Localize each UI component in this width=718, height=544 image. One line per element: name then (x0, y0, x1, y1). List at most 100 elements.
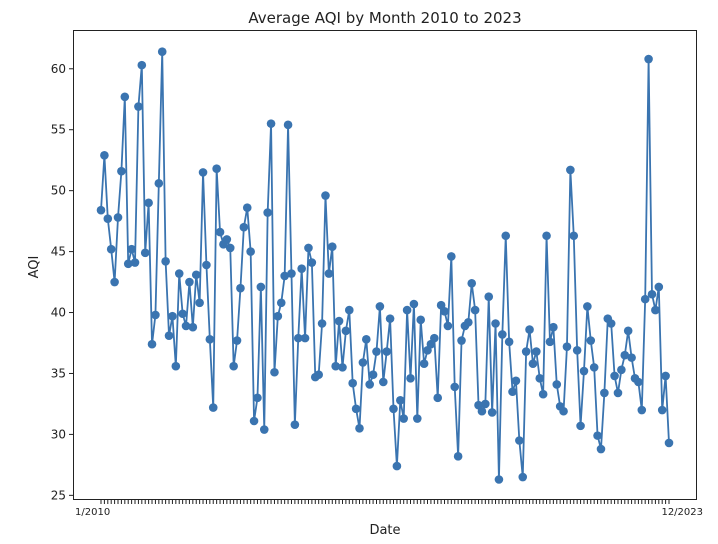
data-point (579, 366, 589, 376)
data-point (249, 416, 259, 426)
data-point (644, 54, 653, 64)
data-point (290, 420, 300, 429)
data-point (259, 425, 269, 434)
data-point (212, 164, 221, 174)
data-point (253, 393, 262, 403)
data-point (654, 282, 664, 292)
series-line (100, 51, 670, 480)
x-axis-label: Date (369, 523, 400, 538)
data-point (457, 336, 466, 345)
data-point (389, 404, 398, 414)
data-point (287, 269, 296, 278)
data-point (494, 475, 504, 484)
data-point (617, 365, 626, 375)
y-tick-label: 30 (51, 427, 66, 441)
data-point (127, 244, 136, 254)
data-point (280, 271, 289, 281)
data-point (433, 393, 443, 403)
data-point (202, 260, 211, 270)
data-point (151, 310, 160, 320)
data-point (232, 336, 242, 345)
data-point (464, 317, 473, 327)
data-point (583, 302, 592, 311)
data-point (651, 305, 660, 315)
data-point (338, 363, 347, 372)
data-point (532, 347, 541, 356)
data-point (355, 424, 364, 433)
data-point (222, 235, 232, 244)
data-point (600, 388, 609, 398)
y-tick-label: 25 (51, 488, 66, 502)
data-point (484, 292, 494, 301)
data-point (661, 371, 670, 381)
data-point (559, 406, 568, 416)
data-point (185, 277, 194, 287)
data-point (178, 309, 187, 319)
x-tick-label-last: 12/2023 (661, 507, 703, 518)
data-point (195, 298, 204, 308)
data-point (491, 319, 500, 328)
data-point (586, 336, 596, 345)
x-axis-tick-labels: 1/2010 12/2023 (75, 507, 703, 518)
data-point (508, 387, 517, 397)
data-point (576, 421, 585, 431)
data-point (535, 374, 545, 383)
data-point (327, 242, 337, 252)
data-point (542, 231, 551, 241)
y-tick-label: 50 (51, 184, 66, 198)
data-point (144, 198, 153, 208)
data-point (368, 370, 378, 379)
data-point (593, 431, 602, 440)
data-point (515, 436, 524, 445)
data-point (627, 353, 636, 362)
data-point (379, 377, 388, 387)
data-point (266, 119, 276, 128)
y-tick-label: 60 (51, 62, 66, 76)
plot-frame (73, 30, 697, 500)
data-point (525, 325, 534, 334)
data-point (396, 395, 405, 405)
data-point (562, 342, 572, 351)
data-point (96, 205, 106, 215)
data-point (239, 222, 249, 232)
data-point (413, 414, 422, 423)
data-point (293, 333, 303, 343)
data-point (361, 335, 371, 344)
data-point (103, 214, 113, 223)
data-point (106, 244, 116, 254)
data-point (538, 389, 548, 399)
data-point (477, 406, 487, 416)
data-point (130, 258, 140, 267)
data-point (242, 203, 252, 213)
data-point (168, 311, 177, 321)
data-point (447, 252, 456, 261)
data-point (246, 247, 255, 256)
data-point (273, 311, 283, 321)
data-point (317, 319, 327, 328)
data-point (117, 166, 126, 176)
data-point (300, 333, 310, 343)
chart-title: Average AQI by Month 2010 to 2023 (248, 9, 521, 27)
data-point (134, 102, 143, 111)
data-point (331, 361, 340, 371)
data-point (263, 208, 272, 217)
y-tick-label: 55 (51, 123, 66, 137)
data-point (208, 403, 218, 412)
data-point (453, 452, 463, 461)
data-point (406, 374, 415, 383)
data-point (440, 307, 449, 316)
data-point (256, 282, 266, 292)
data-point (569, 231, 579, 241)
data-point (402, 305, 412, 315)
data-point (623, 326, 633, 336)
data-point (123, 259, 133, 269)
data-point (613, 388, 623, 398)
data-point (324, 269, 334, 278)
data-point (344, 305, 354, 315)
data-point (100, 151, 109, 160)
data-point (549, 322, 558, 332)
data-point (365, 380, 374, 389)
data-point (596, 444, 606, 454)
data-point (657, 405, 667, 415)
